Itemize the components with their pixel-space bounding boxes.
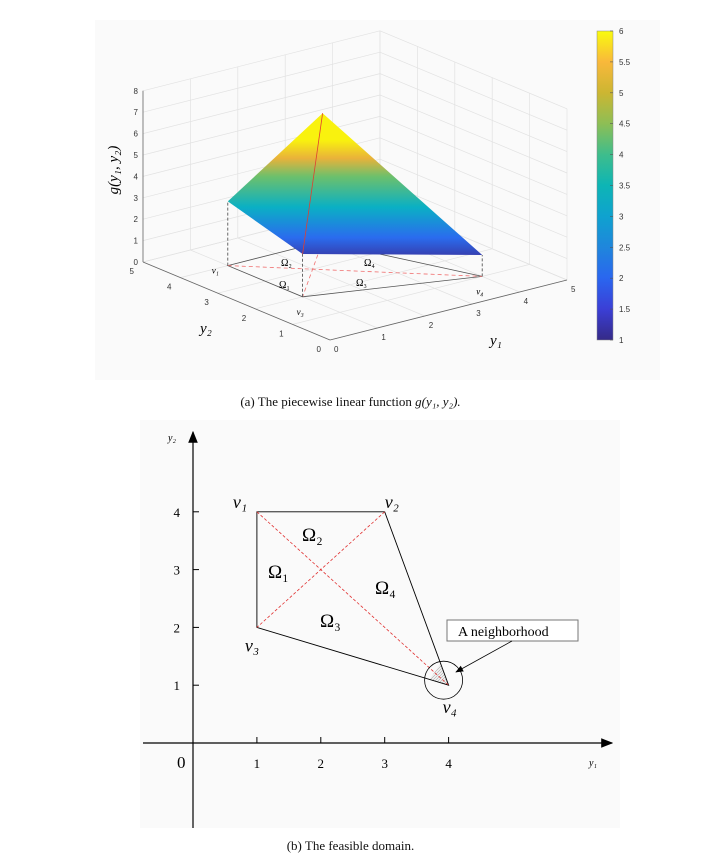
y1-tick-label: 2: [429, 321, 434, 330]
grid-line: [142, 73, 381, 134]
grid-line: [379, 51, 568, 131]
y1-tick-label: 0: [334, 345, 339, 354]
colorbar-tick-label: 2: [619, 274, 624, 283]
colorbar-tick-label: 3: [619, 212, 624, 221]
neighborhood-hatched-region: [429, 663, 449, 686]
x-tick-label: 3: [381, 756, 388, 771]
caption-a-math: g(y₁, y₂).: [415, 394, 461, 409]
x-tick-label: 4: [445, 756, 452, 771]
colorbar-tick-label: 5: [619, 89, 624, 98]
z-tick-label: 5: [134, 151, 139, 160]
caption-a: (a) The piecewise linear function g(y₁, …: [0, 394, 701, 410]
vertex-label: v₄: [443, 697, 457, 717]
colorbar-tick-label: 5.5: [619, 58, 631, 67]
grid-line: [142, 116, 381, 177]
y1-axis-label-b: y₁: [588, 758, 597, 769]
z-tick-label: 7: [134, 108, 139, 117]
vertex-label: v₂: [385, 492, 399, 512]
colorbar-tick-label: 3.5: [619, 182, 631, 191]
vertex-label: v₁: [233, 492, 247, 512]
grid-line: [379, 158, 568, 238]
y-tick-label: 2: [174, 620, 181, 635]
vertex-label: v₁: [212, 266, 219, 276]
z-tick-label: 6: [134, 130, 139, 139]
y2-axis: [142, 261, 331, 341]
y2-tick-label: 5: [130, 267, 135, 276]
origin-label: 0: [177, 753, 186, 772]
colorbar-tick-label: 6: [619, 27, 624, 36]
y1-tick-label: 3: [476, 309, 481, 318]
annotation-arrow: [455, 640, 513, 673]
y1-tick-label: 1: [381, 333, 386, 342]
y-tick-label: 1: [174, 678, 181, 693]
grid-line: [379, 116, 568, 195]
caption-b: (b) The feasible domain.: [286, 838, 415, 853]
z-axis-label: g(y₁, y₂): [106, 146, 122, 195]
colorbar-tick-label: 2.5: [619, 243, 631, 252]
grid-line: [142, 94, 381, 156]
y2-tick-label: 3: [204, 298, 209, 307]
y1-axis: [329, 279, 568, 341]
colorbar-tick-label: 4: [619, 151, 624, 160]
y2-tick-label: 0: [317, 345, 322, 354]
region-label: Ω₄: [364, 258, 375, 269]
z-tick-label: 8: [134, 87, 139, 96]
x-tick-label: 1: [254, 756, 261, 771]
region-label: Ω₄: [375, 578, 396, 599]
y2-axis-label: y₂: [198, 321, 212, 337]
region-label: Ω₁: [268, 562, 289, 583]
diagonal-v2-v3: [256, 511, 385, 628]
y1-tick-label: 4: [524, 297, 529, 306]
region-label: Ω₁: [279, 280, 290, 291]
grid-line: [379, 137, 568, 217]
feasible-domain: [256, 511, 450, 686]
grid-line: [379, 94, 568, 174]
y1-tick-label: 5: [571, 285, 576, 294]
diagonal-v1-v4: [256, 511, 449, 686]
grid-line: [379, 73, 568, 152]
annotation-label: A neighborhood: [458, 625, 549, 640]
grid-line: [142, 51, 381, 113]
grid-line: [142, 30, 381, 92]
y-tick-label: 4: [174, 505, 181, 520]
surface-ridge: [302, 113, 323, 255]
surface: [227, 113, 483, 255]
z-tick-label: 3: [134, 194, 139, 203]
z-tick-label: 4: [134, 172, 139, 181]
annotation-box: [446, 619, 579, 642]
y-tick-label: 3: [174, 563, 181, 578]
y2-tick-label: 4: [167, 283, 172, 292]
vertex-label: v₃: [297, 307, 304, 317]
region-label: Ω₃: [320, 611, 341, 632]
z-tick-label: 2: [134, 215, 139, 224]
grid-line: [255, 248, 493, 310]
diagonal-v1-v4: [227, 265, 483, 277]
z-tick-label: 1: [134, 237, 139, 246]
vertex-label: v₄: [476, 286, 483, 296]
region-label: Ω₂: [281, 258, 292, 269]
grid-line: [292, 264, 530, 325]
grid-line: [237, 237, 425, 317]
colorbar-tick-label: 4.5: [619, 120, 631, 129]
y2-axis-label-b: y₂: [167, 433, 176, 444]
y2-tick-label: 1: [279, 329, 284, 338]
region-label: Ω₃: [356, 278, 367, 289]
x-tick-label: 2: [318, 756, 325, 771]
grid-line: [379, 30, 568, 110]
y1-axis-label: y₁: [488, 333, 502, 349]
colorbar-tick-label: 1: [619, 336, 624, 345]
colorbar-tick-label: 1.5: [619, 305, 631, 314]
neighborhood-circle: [424, 660, 464, 700]
region-label: Ω₂: [302, 525, 323, 546]
vertex-label: v₃: [245, 635, 259, 655]
z-tick-label: 0: [134, 258, 139, 267]
caption-a-text: (a) The piecewise linear function: [240, 394, 416, 409]
y2-tick-label: 2: [242, 314, 247, 323]
